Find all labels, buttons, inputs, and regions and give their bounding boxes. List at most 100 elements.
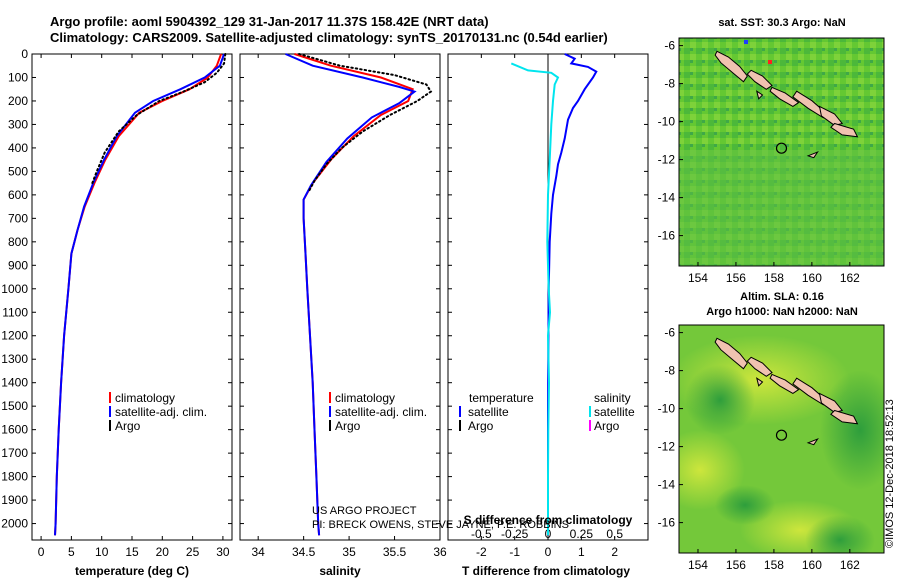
depth-tick-label-0: 0: [21, 47, 28, 61]
map-y-tick-label--14: -14: [658, 478, 676, 492]
map-x-tick-label-160: 160: [802, 558, 822, 572]
top-tick-label--0.25: -0.25: [501, 527, 529, 541]
salinity-panel: 34 34.5 35 35.5 36 salinity: [239, 53, 447, 578]
island-5: [830, 409, 859, 425]
sla-low-region-south: [715, 485, 775, 525]
island-2: [769, 373, 800, 394]
x-tick-label-5: 5: [68, 545, 75, 559]
map-y-tick-label--8: -8: [664, 364, 675, 378]
depth-tick-label-1300: 1300: [1, 352, 28, 366]
difference-legend-title-salinity: salinity: [594, 391, 631, 405]
pi-credit: PI: BRECK OWENS, STEVE JAYNE, P.E. ROBBI…: [312, 519, 569, 531]
difference-legend: temperature salinitysatelliteArgosatellit…: [459, 391, 635, 433]
map-y-tick-label--10: -10: [658, 402, 676, 416]
depth-tick-label-1900: 1900: [1, 493, 28, 507]
island-1: [746, 356, 773, 377]
depth-axis-labels: 0 100 200 300 400 500 600 700 800 900 1000 1100 1200…: [1, 47, 28, 531]
sla-argo-location-marker: [775, 429, 788, 441]
sst-hotspot-blue: [744, 40, 748, 44]
temperature-xlabel: temperature (deg C): [75, 564, 189, 578]
x-tick-label-2: 2: [611, 545, 618, 559]
series-satellite-adj-clim-: [285, 53, 417, 536]
depth-tick-label-200: 200: [8, 94, 28, 108]
island-1: [746, 69, 773, 90]
depth-tick-label-1500: 1500: [1, 399, 28, 413]
salinity-legend-label: satellite-adj. clim.: [335, 405, 427, 419]
island-0: [714, 337, 748, 370]
map-x-tick-label-158: 158: [764, 558, 784, 572]
sla-map-frame: [678, 324, 885, 554]
series-s-satellite: [510, 62, 560, 536]
depth-tick-label-800: 800: [8, 235, 28, 249]
figure-title-line2: Climatology: CARS2009. Satellite-adjuste…: [50, 30, 608, 45]
sst-map-frame: [678, 37, 885, 267]
salinity-legend-label: climatology: [335, 391, 395, 405]
island-0: [714, 50, 748, 83]
x-tick-label-0: 0: [545, 545, 552, 559]
map-y-tick-label--10: -10: [658, 115, 676, 129]
x-tick-label-30: 30: [216, 545, 230, 559]
sst-argo-location-marker: [775, 142, 788, 154]
difference-panel: -2 -1 0 1 2-0.5 -0.25 0 0.25 0.5 T difference fr…: [447, 53, 649, 578]
temperature-legend-label: satellite-adj. clim.: [115, 405, 207, 419]
difference-xlabel-top: S difference from climatology: [464, 513, 633, 527]
sla-map-title: Altim. SLA: 0.16: [740, 291, 824, 303]
map-y-tick-label--8: -8: [664, 77, 675, 91]
x-tick-label-34: 34: [252, 545, 266, 559]
x-tick-label-20: 20: [156, 545, 170, 559]
map-y-tick-label--6: -6: [664, 326, 675, 340]
depth-tick-label-700: 700: [8, 211, 28, 225]
depth-tick-label-1000: 1000: [1, 282, 28, 296]
depth-tick-label-1600: 1600: [1, 423, 28, 437]
x-tick-label-35.5: 35.5: [383, 545, 407, 559]
depth-tick-label-2000: 2000: [1, 517, 28, 531]
difference-legend-label: satellite: [594, 405, 635, 419]
depth-tick-label-400: 400: [8, 141, 28, 155]
depth-tick-label-300: 300: [8, 117, 28, 131]
sst-hotspot-red: [768, 60, 772, 64]
sla-low-region-east: [820, 370, 884, 490]
temperature-legend-label: Argo: [115, 419, 141, 433]
x-tick-label--2: -2: [476, 545, 487, 559]
sla-low-region-west: [685, 365, 755, 435]
depth-tick-label-1700: 1700: [1, 446, 28, 460]
series-argo: [298, 53, 433, 194]
sla-low-region-southeast: [805, 515, 875, 553]
sst-map: sat. SST: 30.3 Argo: NaN 154 156 158 160 162…: [658, 17, 885, 285]
difference-legend-label: satellite: [468, 405, 509, 419]
imos-timestamp: ©IMOS 12-Dec-2018 18:52:13: [884, 399, 896, 548]
x-tick-label-35: 35: [342, 545, 356, 559]
map-x-tick-label-158: 158: [764, 271, 784, 285]
depth-tick-label-1100: 1100: [2, 305, 28, 319]
x-tick-label-34.5: 34.5: [292, 545, 316, 559]
island-5: [830, 122, 859, 138]
map-x-tick-label-154: 154: [688, 558, 708, 572]
island-2: [769, 86, 800, 107]
island-6: [806, 150, 819, 159]
depth-tick-label-500: 500: [8, 164, 28, 178]
map-y-tick-label--16: -16: [658, 516, 676, 530]
depth-tick-label-1800: 1800: [1, 470, 28, 484]
map-y-tick-label--12: -12: [658, 153, 676, 167]
x-tick-label-25: 25: [186, 545, 200, 559]
series-argo: [90, 53, 227, 187]
sla-map-subtitle: Argo h1000: NaN h2000: NaN: [706, 306, 858, 318]
map-y-tick-label--14: -14: [658, 191, 676, 205]
project-credit: US ARGO PROJECT: [312, 505, 417, 517]
x-tick-label-15: 15: [125, 545, 139, 559]
x-tick-label-36: 36: [433, 545, 447, 559]
map-y-tick-label--16: -16: [658, 229, 676, 243]
difference-legend-label: Argo: [468, 419, 494, 433]
sla-map: Altim. SLA: 0.16 Argo h1000: NaN h2000: …: [658, 291, 885, 572]
salinity-axes-frame: [239, 53, 441, 541]
x-tick-label-1: 1: [578, 545, 585, 559]
map-x-tick-label-160: 160: [802, 271, 822, 285]
salinity-xlabel: salinity: [319, 564, 361, 578]
difference-legend-label: Argo: [594, 419, 620, 433]
sst-map-title: sat. SST: 30.3 Argo: NaN: [718, 17, 845, 29]
island-7: [756, 90, 764, 100]
top-tick-label-0.25: 0.25: [570, 527, 594, 541]
map-x-tick-label-154: 154: [688, 271, 708, 285]
